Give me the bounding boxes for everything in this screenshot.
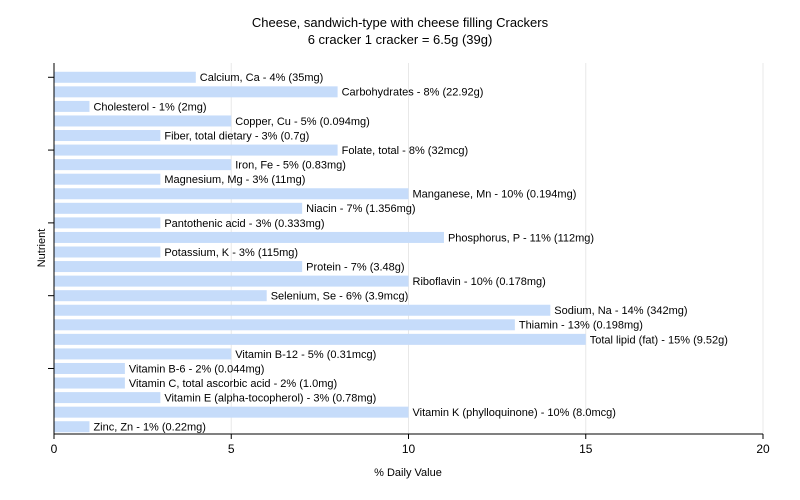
bar-label: Zinc, Zn - 1% (0.22mg) [93, 422, 205, 434]
bar-label: Vitamin B-12 - 5% (0.31mcg) [235, 349, 376, 361]
bar [54, 159, 232, 171]
bar-label: Cholesterol - 1% (2mg) [93, 101, 206, 113]
bar [54, 304, 551, 316]
bar [54, 261, 303, 273]
bar-label: Riboflavin - 10% (0.178mg) [413, 276, 546, 288]
bar [54, 377, 125, 389]
bar-label: Vitamin C, total ascorbic acid - 2% (1.0… [129, 378, 337, 390]
bar-label: Magnesium, Mg - 3% (11mg) [164, 174, 305, 186]
bar [54, 275, 409, 287]
x-tick-label: 10 [402, 442, 416, 456]
bar [54, 115, 232, 127]
bar-labels: Calcium, Ca - 4% (35mg) Carbohydrates - 8… [93, 72, 727, 433]
bar-label: Sodium, Na - 14% (342mg) [554, 305, 687, 317]
bar-label: Pantothenic acid - 3% (0.333mg) [164, 218, 324, 230]
bar [54, 188, 409, 200]
bar [54, 406, 409, 418]
bar [54, 173, 161, 185]
bar [54, 144, 338, 156]
bar-label: Vitamin B-6 - 2% (0.044mg) [129, 363, 265, 375]
bar-label: Iron, Fe - 5% (0.83mg) [235, 160, 346, 172]
bar [54, 421, 90, 433]
bar [54, 86, 338, 98]
bar [54, 100, 90, 112]
bar-label: Manganese, Mn - 10% (0.194mg) [413, 189, 577, 201]
bar [54, 217, 161, 229]
bar [54, 246, 161, 258]
x-axis-title: % Daily Value [374, 467, 442, 479]
bar [54, 202, 303, 214]
bar [54, 71, 196, 83]
bar-label: Fiber, total dietary - 3% (0.7g) [164, 130, 309, 142]
bar [54, 231, 444, 243]
bar [54, 392, 161, 404]
bar-label: Niacin - 7% (1.356mg) [306, 203, 415, 215]
bar [54, 130, 161, 142]
bar-label: Protein - 7% (3.48g) [306, 261, 404, 273]
bar-label: Total lipid (fat) - 15% (9.52g) [590, 334, 728, 346]
bars [54, 71, 586, 433]
bar-label: Selenium, Se - 6% (3.9mcg) [271, 291, 409, 303]
x-tick-label: 5 [228, 442, 235, 456]
bar [54, 362, 125, 374]
x-tick-label: 0 [51, 442, 58, 456]
bar [54, 290, 267, 302]
bar-label: Potassium, K - 3% (115mg) [164, 247, 298, 259]
bar-label: Vitamin E (alpha-tocopherol) - 3% (0.78m… [164, 393, 376, 405]
chart-title: Cheese, sandwich-type with cheese fillin… [252, 15, 549, 30]
bar [54, 319, 515, 331]
bar-label: Copper, Cu - 5% (0.094mg) [235, 116, 370, 128]
bar [54, 348, 232, 360]
x-tick-label: 15 [579, 442, 593, 456]
bar-label: Vitamin K (phylloquinone) - 10% (8.0mcg) [413, 407, 616, 419]
bar-label: Calcium, Ca - 4% (35mg) [200, 72, 323, 84]
bar-label: Carbohydrates - 8% (22.92g) [342, 87, 484, 99]
axes: 0 5 10 15 20 [48, 63, 770, 456]
bar-label: Phosphorus, P - 11% (112mg) [448, 232, 594, 244]
chart-subtitle: 6 cracker 1 cracker = 6.5g (39g) [308, 32, 493, 47]
grid-lines [230, 63, 764, 434]
bar-label: Thiamin - 13% (0.198mg) [519, 320, 643, 332]
bar [54, 333, 586, 345]
x-tick-label: 20 [756, 442, 770, 456]
bar-label: Folate, total - 8% (32mcg) [342, 145, 469, 157]
y-axis-title: Nutrient [36, 229, 48, 268]
